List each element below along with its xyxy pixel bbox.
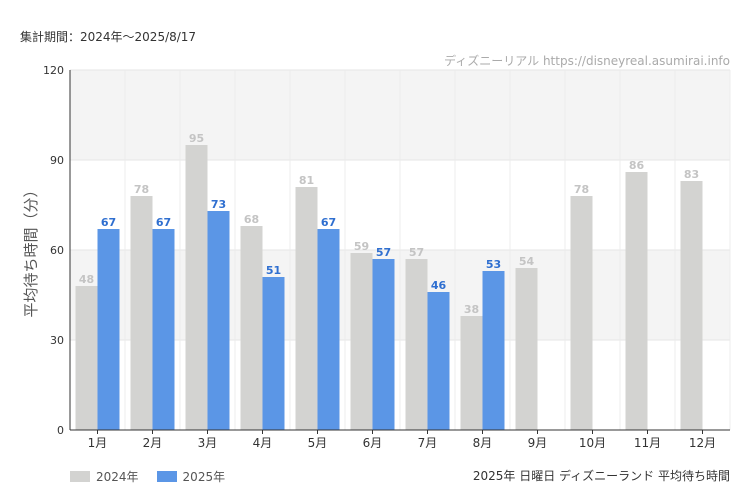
x-tick-label: 12月 [689, 436, 716, 450]
data-label-2024: 86 [629, 159, 645, 172]
bar-2024 [240, 226, 263, 430]
bar-2024 [75, 286, 98, 430]
chart-bars [75, 145, 703, 430]
x-tick-label: 7月 [418, 436, 438, 450]
x-tick-label: 2月 [143, 436, 163, 450]
legend-item-2024[interactable]: 2024年 [70, 468, 139, 485]
legend-label-2024: 2024年 [96, 470, 139, 484]
data-label-2024: 57 [409, 246, 424, 259]
bar-2025 [427, 292, 450, 430]
x-tick-label: 3月 [198, 436, 218, 450]
x-tick-label: 11月 [634, 436, 661, 450]
y-tick-label: 0 [57, 424, 64, 437]
data-label-2024: 83 [684, 168, 699, 181]
bar-2024 [405, 259, 428, 430]
data-label-2024: 78 [574, 183, 589, 196]
footer-caption: 2025年 日曜日 ディズニーランド 平均待ち時間 [472, 469, 730, 483]
data-label-2024: 78 [134, 183, 149, 196]
bar-2025 [317, 229, 340, 430]
data-label-2024: 81 [299, 174, 314, 187]
data-label-2025: 51 [266, 264, 281, 277]
bar-2025 [152, 229, 175, 430]
data-label-2024: 38 [464, 303, 479, 316]
x-tick-label: 8月 [473, 436, 493, 450]
data-label-2025: 67 [101, 216, 116, 229]
x-tick-label: 1月 [88, 436, 108, 450]
data-label-2025: 46 [431, 279, 447, 292]
bar-2024 [295, 187, 318, 430]
y-tick-label: 90 [50, 154, 64, 167]
bar-2024 [130, 196, 153, 430]
bar-2024 [460, 316, 483, 430]
bar-2024 [350, 253, 373, 430]
data-label-2025: 67 [321, 216, 336, 229]
legend-swatch-2025 [156, 471, 177, 482]
chart-axes [69, 70, 730, 434]
data-label-2024: 54 [519, 255, 535, 268]
y-tick-label: 30 [50, 334, 64, 347]
bar-2025 [262, 277, 285, 430]
bar-2025 [207, 211, 230, 430]
legend-item-2025[interactable]: 2025年 [156, 468, 226, 485]
data-label-2024: 59 [354, 240, 369, 253]
chart-labels: 0 30 60 90 120 48 67 1月 78 67 2月 95 73 3月 68 51 4月 81 67 5月… [43, 64, 716, 450]
bar-2024 [570, 196, 593, 430]
x-tick-label: 4月 [253, 436, 273, 450]
data-label-2024: 95 [189, 132, 204, 145]
y-tick-label: 120 [43, 64, 64, 77]
bar-2024 [625, 172, 648, 430]
y-axis-title: 平均待ち時間（分） [22, 182, 40, 317]
data-label-2025: 53 [486, 258, 501, 271]
legend-label-2025: 2025年 [182, 470, 226, 484]
bar-2024 [185, 145, 208, 430]
x-tick-label: 6月 [363, 436, 383, 450]
data-label-2025: 73 [211, 198, 226, 211]
data-label-2025: 57 [376, 246, 391, 259]
y-tick-label: 60 [50, 244, 64, 257]
chart-legend: 2024年 2025年 [70, 468, 225, 485]
legend-swatch-2024 [70, 471, 90, 482]
bar-2025 [482, 271, 505, 430]
source-note: ディズニーリアル https://disneyreal.asumirai.inf… [444, 53, 730, 68]
data-label-2025: 67 [156, 216, 171, 229]
bar-2024 [515, 268, 538, 430]
x-tick-label: 10月 [579, 436, 606, 450]
bar-2025 [372, 259, 395, 430]
period-label: 集計期間：2024年～2025/8/17 [20, 30, 197, 44]
data-label-2024: 48 [79, 273, 94, 286]
x-tick-label: 9月 [528, 436, 548, 450]
bar-2024 [680, 181, 703, 430]
bar-2025 [97, 229, 120, 430]
x-tick-label: 5月 [308, 436, 328, 450]
data-label-2024: 68 [244, 213, 259, 226]
